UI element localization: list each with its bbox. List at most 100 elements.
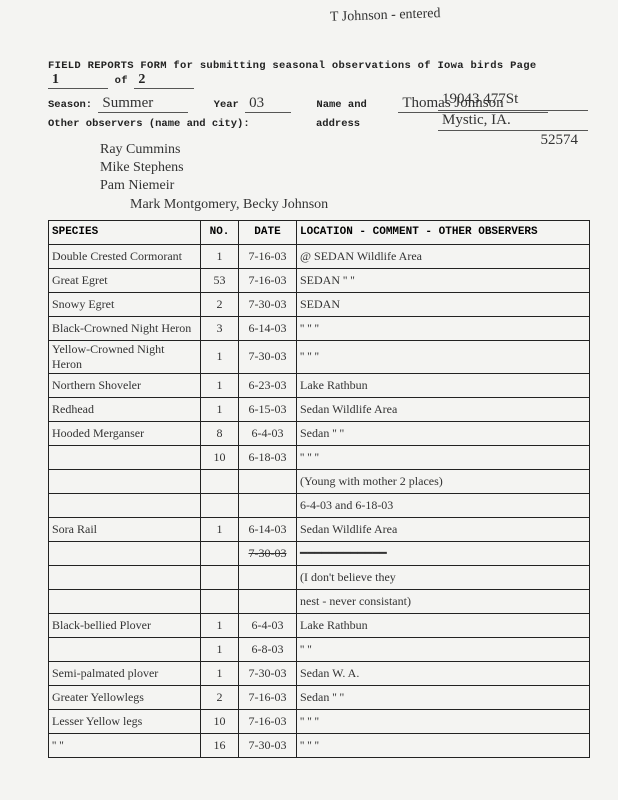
page: T Johnson - entered FIELD REPORTS FORM f… bbox=[0, 0, 618, 800]
cell-location: '' '' '' bbox=[297, 709, 590, 733]
cell-species bbox=[49, 493, 201, 517]
observer-3: Pam Niemeir bbox=[100, 177, 590, 195]
cell-no: 1 bbox=[201, 373, 239, 397]
table-row: Black-Crowned Night Heron36-14-03 '' '' … bbox=[49, 316, 590, 340]
cell-location: Sedan W. A. bbox=[297, 661, 590, 685]
cell-date: 7-16-03 bbox=[239, 685, 297, 709]
top-handwritten-note: T Johnson - entered bbox=[330, 6, 441, 26]
cell-no: 3 bbox=[201, 316, 239, 340]
col-date: DATE bbox=[239, 220, 297, 244]
form-title: FIELD REPORTS FORM for submitting season… bbox=[48, 60, 536, 72]
table-row: Northern Shoveler16-23-03Lake Rathbun bbox=[49, 373, 590, 397]
cell-no: 8 bbox=[201, 421, 239, 445]
table-row: (Young with mother 2 places) bbox=[49, 469, 590, 493]
cell-no bbox=[201, 589, 239, 613]
table-row: (I don't believe they bbox=[49, 565, 590, 589]
cell-no: 1 bbox=[201, 244, 239, 268]
table-row: 106-18-03 '' '' '' bbox=[49, 445, 590, 469]
cell-no bbox=[201, 565, 239, 589]
col-location: LOCATION - COMMENT - OTHER OBSERVERS bbox=[297, 220, 590, 244]
cell-no: 1 bbox=[201, 613, 239, 637]
name-label: Name and bbox=[316, 99, 366, 111]
cell-location: 6-4-03 and 6-18-03 bbox=[297, 493, 590, 517]
table-row: Hooded Merganser86-4-03Sedan '' '' bbox=[49, 421, 590, 445]
cell-species bbox=[49, 469, 201, 493]
year-value: 03 bbox=[245, 95, 291, 113]
cell-location: (I don't believe they bbox=[297, 565, 590, 589]
cell-date: 7-30-03 bbox=[239, 733, 297, 757]
observer-2: Mike Stephens bbox=[100, 159, 590, 177]
observers-list: Ray Cummins Mike Stephens Pam Niemeir Ma… bbox=[100, 141, 590, 214]
cell-date: 7-30-03 bbox=[239, 340, 297, 373]
cell-location: Sedan '' '' bbox=[297, 685, 590, 709]
cell-date: 6-14-03 bbox=[239, 316, 297, 340]
cell-species bbox=[49, 637, 201, 661]
page-of-label: of bbox=[108, 75, 134, 87]
col-no: NO. bbox=[201, 220, 239, 244]
cell-location: '' '' '' bbox=[297, 340, 590, 373]
form-title-line: FIELD REPORTS FORM for submitting season… bbox=[48, 60, 590, 89]
cell-date: 6-15-03 bbox=[239, 397, 297, 421]
cell-date: 7-30-03 bbox=[239, 292, 297, 316]
cell-date: 6-4-03 bbox=[239, 613, 297, 637]
cell-date: 6-14-03 bbox=[239, 517, 297, 541]
cell-location: Lake Rathbun bbox=[297, 373, 590, 397]
cell-species: Semi-palmated plover bbox=[49, 661, 201, 685]
cell-species: '' '' bbox=[49, 733, 201, 757]
cell-location: (Young with mother 2 places) bbox=[297, 469, 590, 493]
cell-date: 6-18-03 bbox=[239, 445, 297, 469]
address-line-2: Mystic, IA. bbox=[438, 111, 588, 132]
cell-date: 7-30-03 bbox=[239, 541, 297, 565]
table-row: Semi-palmated plover17-30-03Sedan W. A. bbox=[49, 661, 590, 685]
cell-location: Sedan Wildlife Area bbox=[297, 517, 590, 541]
cell-location: ━━━━━━━━━━━━ bbox=[297, 541, 590, 565]
cell-location: SEDAN bbox=[297, 292, 590, 316]
table-row: '' ''167-30-03 '' '' '' bbox=[49, 733, 590, 757]
cell-no: 10 bbox=[201, 445, 239, 469]
cell-no: 1 bbox=[201, 517, 239, 541]
cell-no: 1 bbox=[201, 661, 239, 685]
cell-no: 16 bbox=[201, 733, 239, 757]
cell-no: 10 bbox=[201, 709, 239, 733]
season-label: Season: bbox=[48, 99, 92, 111]
cell-no bbox=[201, 469, 239, 493]
table-row: Greater Yellowlegs27-16-03Sedan '' '' bbox=[49, 685, 590, 709]
cell-date: 6-4-03 bbox=[239, 421, 297, 445]
table-row: Snowy Egret27-30-03SEDAN bbox=[49, 292, 590, 316]
cell-species: Snowy Egret bbox=[49, 292, 201, 316]
cell-no: 2 bbox=[201, 685, 239, 709]
cell-date bbox=[239, 493, 297, 517]
cell-location: nest - never consistant) bbox=[297, 589, 590, 613]
cell-no: 2 bbox=[201, 292, 239, 316]
cell-no: 53 bbox=[201, 268, 239, 292]
cell-date bbox=[239, 589, 297, 613]
cell-date: 6-23-03 bbox=[239, 373, 297, 397]
season-value: Summer bbox=[98, 95, 188, 113]
cell-species: Lesser Yellow legs bbox=[49, 709, 201, 733]
cell-location: Lake Rathbun bbox=[297, 613, 590, 637]
table-row: nest - never consistant) bbox=[49, 589, 590, 613]
table-row: 6-4-03 and 6-18-03 bbox=[49, 493, 590, 517]
year-label: Year bbox=[214, 99, 239, 111]
cell-date: 7-16-03 bbox=[239, 709, 297, 733]
table-row: Double Crested Cormorant17-16-03@ SEDAN … bbox=[49, 244, 590, 268]
cell-no: 1 bbox=[201, 340, 239, 373]
cell-species: Hooded Merganser bbox=[49, 421, 201, 445]
cell-location: SEDAN '' '' bbox=[297, 268, 590, 292]
table-row: Sora Rail16-14-03Sedan Wildlife Area bbox=[49, 517, 590, 541]
cell-no bbox=[201, 493, 239, 517]
cell-species: Black-bellied Plover bbox=[49, 613, 201, 637]
cell-date: 6-8-03 bbox=[239, 637, 297, 661]
cell-location: '' '' '' bbox=[297, 445, 590, 469]
cell-location: Sedan '' '' bbox=[297, 421, 590, 445]
cell-species: Great Egret bbox=[49, 268, 201, 292]
page-current: 1 bbox=[48, 72, 108, 89]
table-header-row: SPECIES NO. DATE LOCATION - COMMENT - OT… bbox=[49, 220, 590, 244]
cell-no bbox=[201, 541, 239, 565]
table-row: 7-30-03━━━━━━━━━━━━ bbox=[49, 541, 590, 565]
cell-species: Yellow-Crowned Night Heron bbox=[49, 340, 201, 373]
cell-species: Greater Yellowlegs bbox=[49, 685, 201, 709]
table-row: Lesser Yellow legs107-16-03 '' '' '' bbox=[49, 709, 590, 733]
cell-species bbox=[49, 541, 201, 565]
cell-species bbox=[49, 565, 201, 589]
